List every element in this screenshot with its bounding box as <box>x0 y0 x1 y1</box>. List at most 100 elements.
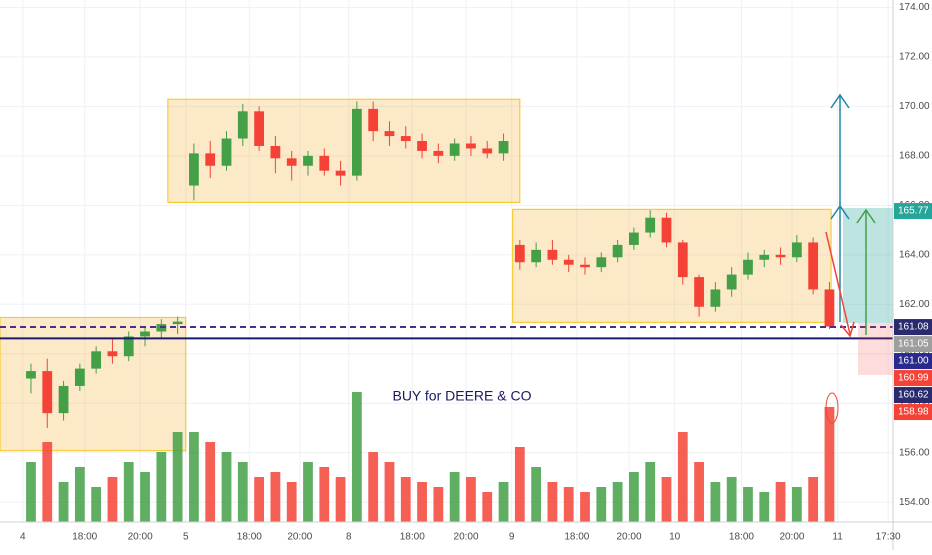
price-label: 161.00 <box>898 356 929 367</box>
x-tick-label: 9 <box>509 532 515 543</box>
volume-bar <box>482 492 493 522</box>
candle-body <box>775 254 786 258</box>
candle-body <box>237 111 248 139</box>
volume-bar <box>172 432 183 522</box>
candle-body <box>547 249 558 260</box>
volume-bar <box>221 452 232 522</box>
candle-body <box>808 242 819 290</box>
volume-bar <box>237 462 248 522</box>
volume-bar <box>694 462 704 522</box>
volume-bar <box>270 472 281 522</box>
range-box <box>512 208 832 323</box>
target-zone <box>843 208 893 323</box>
arrow <box>825 231 855 338</box>
volume-bar <box>303 462 313 522</box>
candle-body <box>107 351 118 357</box>
candle-body <box>645 217 656 233</box>
volume-bar <box>498 482 509 522</box>
volume-bar <box>433 487 444 522</box>
volume-bar <box>531 467 542 522</box>
volume-bar <box>449 472 460 522</box>
candle-body <box>580 264 590 268</box>
candle-body <box>172 321 183 325</box>
price-label: 158.98 <box>898 407 929 418</box>
price-label: 161.08 <box>898 322 929 333</box>
x-tick-label: 5 <box>183 532 189 543</box>
volume-bar <box>189 432 199 522</box>
volume-bar <box>759 492 770 522</box>
price-label: 161.05 <box>898 339 929 350</box>
y-tick-label: 162.00 <box>899 299 930 310</box>
candle-body <box>482 148 493 154</box>
candle-body <box>286 158 297 166</box>
x-tick-label: 20:00 <box>779 532 804 543</box>
arrow <box>856 208 876 335</box>
x-tick-label: 17:30 <box>876 532 901 543</box>
price-label-bg <box>894 336 932 353</box>
volume-bar <box>58 482 69 522</box>
candle-body <box>449 143 460 156</box>
volume-bar <box>156 452 167 522</box>
candle-body <box>596 257 607 268</box>
volume-bar <box>42 442 53 522</box>
volume-bar <box>26 462 36 522</box>
candle-body <box>400 136 411 142</box>
volume-bar <box>335 477 346 522</box>
arrow <box>830 93 850 322</box>
y-tick-label: 154.00 <box>899 497 930 508</box>
volume-bar <box>205 442 216 522</box>
y-tick-label: 172.00 <box>899 52 930 63</box>
price-label-bg <box>894 203 932 220</box>
y-tick-label: 156.00 <box>899 447 930 458</box>
volume-bar <box>629 472 639 522</box>
volume-bar <box>254 477 264 522</box>
candle-body <box>726 274 737 290</box>
candle-body <box>677 242 688 278</box>
price-label-bg <box>894 370 932 387</box>
candle-body <box>58 385 69 414</box>
volume-bar <box>351 392 362 522</box>
annotation: BUY for DEERE & CO <box>392 388 531 404</box>
volume-bar <box>368 452 379 522</box>
candle-body <box>612 244 623 258</box>
candle-body <box>140 331 150 337</box>
volume-bar <box>123 462 134 522</box>
candle-body <box>91 351 102 369</box>
candle-body <box>74 368 85 386</box>
volume-bar <box>547 482 558 522</box>
candle-body <box>661 217 672 243</box>
candle-body <box>694 277 704 307</box>
volume-bar <box>791 487 802 522</box>
candle-body <box>791 242 802 258</box>
volume-bar <box>645 462 656 522</box>
candle-body <box>466 143 476 149</box>
y-tick-label: 164.00 <box>899 249 930 260</box>
candle-body <box>629 232 639 245</box>
y-tick-label: 174.00 <box>899 2 930 13</box>
stop-zone <box>858 323 893 375</box>
x-tick-label: 18:00 <box>237 532 262 543</box>
price-label: 165.77 <box>898 206 929 217</box>
candle-body <box>384 131 395 137</box>
x-tick-label: 18:00 <box>400 532 425 543</box>
volume-bar <box>743 487 753 522</box>
volume-bar <box>726 477 737 522</box>
price-label-bg <box>894 404 932 421</box>
candle-body <box>514 244 525 263</box>
y-tick-label: 168.00 <box>899 150 930 161</box>
candle-body <box>42 371 53 414</box>
x-tick-label: 11 <box>832 532 843 543</box>
candle-body <box>254 111 264 146</box>
range-box <box>0 316 187 452</box>
candle-body <box>205 153 216 166</box>
candle-body <box>417 141 427 151</box>
volume-bar <box>514 447 525 522</box>
volume-bar <box>466 477 476 522</box>
price-label: 160.99 <box>898 373 929 384</box>
candle-body <box>123 336 134 357</box>
volume-bar <box>775 482 786 522</box>
candle-body <box>319 155 330 171</box>
x-tick-label: 4 <box>20 532 26 543</box>
y-tick-label: 170.00 <box>899 101 930 112</box>
y-tick-label: 158.00 <box>899 398 930 409</box>
